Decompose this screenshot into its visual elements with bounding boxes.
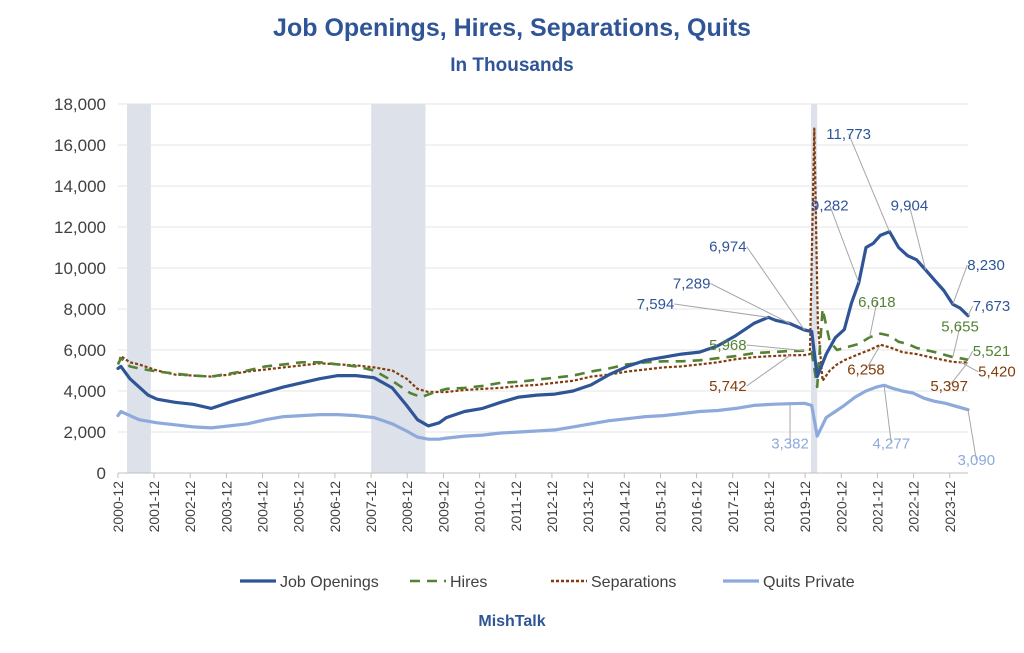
- x-tick-label: 2014-12: [616, 481, 632, 533]
- data-label: 4,277: [873, 435, 911, 452]
- annotation-leader: [908, 205, 927, 271]
- data-label: 11,773: [826, 126, 871, 143]
- data-label: 5,420: [978, 364, 1016, 381]
- annotation-leader: [710, 283, 791, 325]
- series-job-openings: [116, 230, 970, 428]
- data-label: 6,974: [709, 239, 747, 256]
- data-annotations: 11,773 9,282 9,904 6,974 7,289 7,594 8,230 7,67…: [637, 126, 1016, 469]
- annotation-leader: [848, 133, 890, 232]
- x-tick-label: 2020-12: [833, 481, 849, 533]
- x-tick-label: 2022-12: [906, 481, 922, 533]
- data-label: 9,904: [891, 198, 929, 215]
- x-tick-label: 2007-12: [363, 481, 379, 533]
- annotation-leader: [967, 305, 974, 316]
- data-label: 7,289: [673, 276, 711, 293]
- x-tick-label: 2006-12: [327, 481, 343, 533]
- annotation-leader: [869, 301, 878, 338]
- annotation-leader: [746, 246, 805, 331]
- legend-label: Hires: [450, 574, 487, 591]
- data-label: 5,655: [941, 319, 979, 336]
- x-tick-label: 2019-12: [797, 481, 813, 533]
- data-label: 7,594: [637, 296, 675, 313]
- legend-label: Separations: [591, 574, 676, 591]
- x-axis: 2000-12 2001-12 2002-12 2003-12 2004-12 2005-…: [110, 473, 958, 532]
- data-label: 5,742: [709, 378, 747, 395]
- annotation-leader: [674, 303, 769, 318]
- series-quits-private: [116, 383, 970, 441]
- annotation-leader: [959, 361, 979, 373]
- recession-band: [811, 104, 818, 473]
- y-tick-label: 0: [97, 464, 106, 483]
- y-tick-label: 12,000: [54, 218, 106, 237]
- legend-label: Job Openings: [280, 574, 379, 591]
- recession-shading: [127, 104, 818, 473]
- y-tick-label: 18,000: [54, 95, 106, 114]
- x-tick-label: 2008-12: [399, 481, 415, 533]
- x-tick-label: 2013-12: [580, 481, 596, 533]
- x-tick-label: 2002-12: [182, 481, 198, 533]
- x-tick-label: 2015-12: [652, 481, 668, 533]
- annotation-leader: [883, 385, 892, 444]
- credit-text: MishTalk: [478, 613, 545, 630]
- y-tick-label: 8,000: [63, 300, 106, 319]
- x-tick-label: 2004-12: [255, 481, 271, 533]
- chart-subtitle: In Thousands: [450, 55, 574, 76]
- annotation-leader: [952, 264, 968, 305]
- annotation-leader: [967, 409, 977, 460]
- y-tick-label: 14,000: [54, 177, 106, 196]
- x-tick-label: 2016-12: [689, 481, 705, 533]
- data-label: 3,382: [771, 435, 809, 452]
- x-tick-label: 2000-12: [110, 481, 126, 533]
- x-tick-label: 2021-12: [869, 481, 885, 533]
- x-tick-label: 2011-12: [508, 481, 524, 532]
- series-separations: [116, 127, 969, 394]
- recession-band: [371, 104, 426, 473]
- annotation-leader: [746, 344, 805, 352]
- data-label: 5,397: [930, 378, 968, 395]
- annotation-leader: [952, 326, 961, 358]
- data-label: 3,090: [958, 452, 996, 469]
- data-label: 5,968: [709, 337, 747, 354]
- gridlines: [118, 103, 968, 474]
- x-tick-label: 2003-12: [218, 481, 234, 533]
- annotation-leader: [967, 350, 974, 361]
- annotation-leader: [746, 354, 791, 387]
- y-tick-label: 6,000: [63, 341, 106, 360]
- annotation-leader: [829, 205, 860, 283]
- y-tick-label: 4,000: [63, 382, 106, 401]
- x-tick-label: 2005-12: [291, 481, 307, 533]
- x-tick-label: 2023-12: [942, 481, 958, 533]
- x-tick-label: 2010-12: [472, 481, 488, 533]
- data-label: 5,521: [973, 343, 1011, 360]
- x-tick-label: 2001-12: [146, 481, 162, 533]
- annotation-leader: [865, 344, 881, 370]
- x-tick-label: 2009-12: [435, 481, 451, 533]
- x-tick-label: 2017-12: [725, 481, 741, 533]
- series-lines: [116, 127, 970, 441]
- data-label: 9,282: [811, 198, 849, 215]
- data-label: 6,618: [858, 294, 896, 311]
- data-label: 8,230: [967, 257, 1005, 274]
- annotation-leader: [948, 362, 969, 387]
- chart-title: Job Openings, Hires, Separations, Quits: [273, 14, 751, 42]
- x-tick-label: 2018-12: [761, 481, 777, 533]
- y-axis: 0 2,000 4,000 6,000 8,000 10,000 12,000 14,000 1…: [54, 95, 106, 483]
- y-tick-label: 2,000: [63, 423, 106, 442]
- legend: Job Openings Hires Separations Quits Privat…: [240, 574, 855, 591]
- legend-label: Quits Private: [763, 574, 855, 591]
- y-tick-label: 16,000: [54, 136, 106, 155]
- data-label: 7,673: [973, 298, 1011, 315]
- y-tick-label: 10,000: [54, 259, 106, 278]
- x-tick-label: 2012-12: [544, 481, 560, 533]
- data-label: 6,258: [847, 362, 885, 379]
